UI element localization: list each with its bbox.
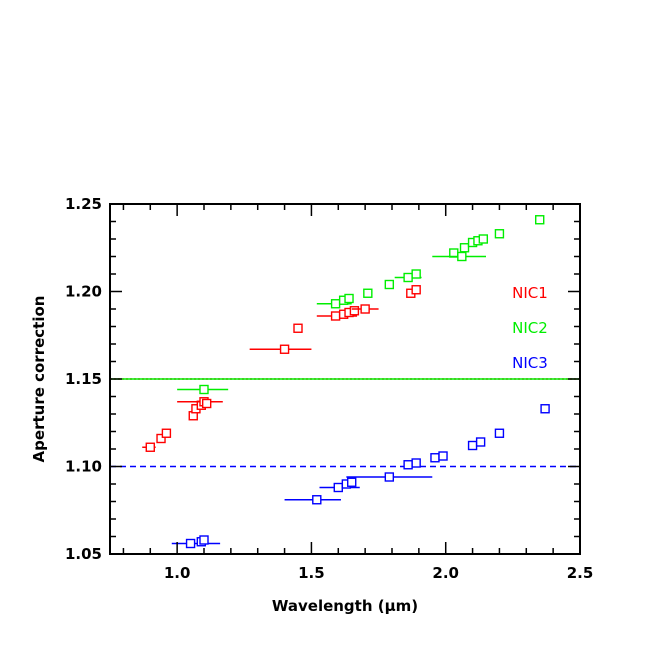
data-point bbox=[494, 229, 505, 239]
data-point bbox=[199, 384, 209, 395]
data-point bbox=[384, 279, 395, 290]
data-point bbox=[161, 428, 172, 438]
data-point bbox=[457, 251, 467, 262]
data-point bbox=[293, 323, 303, 333]
data-point bbox=[363, 288, 373, 298]
axis-ticks: 1.0 1.5 2.0 2.5 1.05 1.10 1.15 1.20 1.25 bbox=[65, 195, 593, 582]
data-point bbox=[411, 269, 421, 279]
data-point bbox=[467, 440, 478, 451]
data-point bbox=[438, 451, 448, 461]
data-point bbox=[430, 453, 440, 463]
data-point bbox=[478, 234, 489, 244]
y-axis-title: Aperture correction bbox=[30, 296, 48, 463]
data-point bbox=[494, 428, 505, 438]
y-tick-label: 1.10 bbox=[65, 458, 102, 476]
data-point bbox=[333, 482, 343, 493]
legend-entry-nic2: NIC2 bbox=[512, 319, 548, 337]
data-point bbox=[535, 215, 545, 225]
data-point bbox=[475, 437, 486, 447]
data-point bbox=[403, 272, 413, 283]
data-point bbox=[156, 433, 166, 444]
data-point bbox=[199, 535, 209, 545]
data-series bbox=[142, 215, 550, 549]
data-point bbox=[360, 304, 370, 314]
x-tick-label: 2.5 bbox=[567, 564, 594, 582]
y-tick-label: 1.15 bbox=[65, 370, 102, 388]
x-tick-label: 1.0 bbox=[164, 564, 191, 582]
data-point bbox=[411, 458, 421, 468]
legend-entry-nic1: NIC1 bbox=[512, 284, 548, 302]
data-point bbox=[344, 293, 354, 304]
series-nic2 bbox=[177, 215, 545, 395]
y-tick-label: 1.20 bbox=[65, 283, 102, 301]
data-point bbox=[540, 404, 550, 414]
y-tick-label: 1.05 bbox=[65, 545, 102, 563]
legend: NIC1 NIC2 NIC3 bbox=[512, 284, 548, 372]
data-point bbox=[403, 460, 413, 470]
data-point bbox=[347, 477, 357, 487]
data-point bbox=[411, 285, 421, 295]
y-tick-label: 1.25 bbox=[65, 195, 102, 213]
x-axis-title: Wavelength (μm) bbox=[272, 597, 418, 615]
data-point bbox=[330, 311, 341, 321]
data-point bbox=[384, 472, 395, 482]
data-point bbox=[201, 398, 212, 409]
data-point bbox=[185, 538, 196, 549]
series-nic3 bbox=[171, 404, 550, 549]
data-point bbox=[145, 442, 155, 452]
legend-entry-nic3: NIC3 bbox=[512, 354, 548, 372]
data-point bbox=[312, 495, 322, 505]
data-point bbox=[349, 306, 360, 316]
data-point bbox=[330, 299, 341, 309]
reference-lines bbox=[110, 378, 580, 468]
series-nic1 bbox=[142, 285, 421, 452]
data-point bbox=[459, 243, 470, 253]
data-point bbox=[279, 344, 290, 354]
x-tick-label: 1.5 bbox=[298, 564, 325, 582]
x-tick-label: 2.0 bbox=[432, 564, 459, 582]
